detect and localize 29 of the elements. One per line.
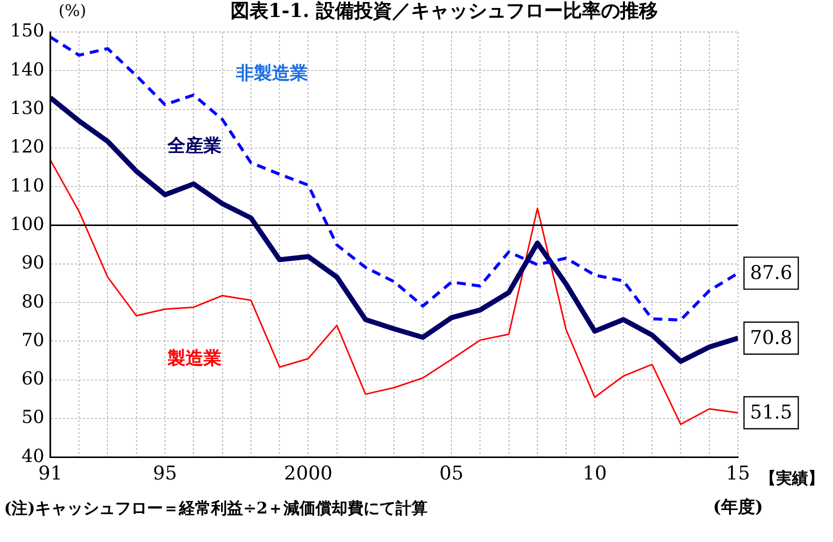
x-tick-label: 95 (152, 462, 178, 485)
y-tick-label: 60 (21, 368, 44, 390)
text: 製造業 (166, 348, 222, 370)
data-label: 87.6 (750, 262, 792, 284)
text: 【実績】 (760, 468, 824, 488)
y-tick-label: 140 (10, 59, 44, 80)
y-tick-label: 80 (21, 291, 44, 312)
series-label: 全産業 (166, 135, 222, 156)
y-tick-label: 130 (10, 98, 44, 119)
y-tick-label: 100 (10, 214, 44, 235)
y-tick-label: 120 (10, 136, 44, 158)
y-tick-label: 150 (10, 20, 44, 42)
x-tick-label: 10 (582, 462, 607, 485)
line-series (50, 36, 738, 322)
data-label: 51.5 (750, 402, 792, 424)
y-tick-label: 110 (10, 175, 44, 196)
y-axis-title: (%) (58, 1, 86, 20)
text: (注)キャッシュフロー＝経常利益÷2＋減価償却費にて計算 (4, 498, 428, 518)
data-label: 70.8 (750, 327, 792, 350)
x-tick-label: 91 (38, 462, 62, 485)
y-tick-label: 70 (21, 330, 44, 351)
y-tick-label: 90 (21, 252, 44, 274)
series-label: 非製造業 (235, 63, 308, 84)
chart-title: 図表1-1. 設備投資／キャッシュフロー比率の推移 (230, 0, 658, 22)
x-tick-label: 15 (726, 462, 750, 485)
y-tick-label: 50 (21, 407, 44, 428)
x-tick-label: 2000 (284, 462, 332, 485)
x-axis-title: (年度) (712, 498, 764, 518)
x-tick-label: 05 (439, 462, 464, 485)
